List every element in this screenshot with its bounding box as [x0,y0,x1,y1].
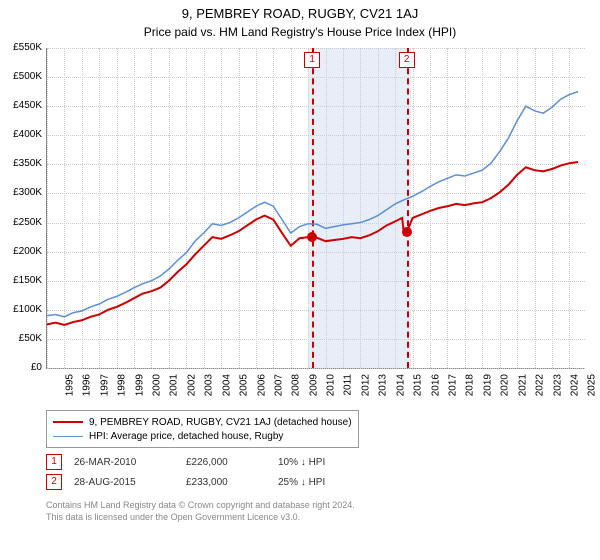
sales-row-date: 26-MAR-2010 [74,457,174,468]
series-svg [47,48,585,368]
legend-box: 9, PEMBREY ROAD, RUGBY, CV21 1AJ (detach… [46,410,359,448]
x-tick-label: 2009 [308,374,319,396]
x-tick-label: 2021 [517,374,528,396]
x-tick-label: 2015 [412,374,423,396]
x-tick-label: 2013 [378,374,389,396]
legend-swatch [53,421,83,423]
x-tick-label: 2018 [465,374,476,396]
x-tick-label: 2005 [238,374,249,396]
y-tick-label: £400K [4,129,42,140]
y-tick-label: £500K [4,71,42,82]
sales-row: 1 26-MAR-2010 £226,000 10% ↓ HPI [46,452,325,472]
sales-row-marker: 2 [46,474,62,490]
x-tick-label: 2016 [430,374,441,396]
chart-title: 9, PEMBREY ROAD, RUGBY, CV21 1AJ [0,0,600,21]
x-tick-label: 2001 [169,374,180,396]
sales-row-marker: 1 [46,454,62,470]
footer-text: Contains HM Land Registry data © Crown c… [46,500,355,523]
x-tick-label: 2006 [256,374,267,396]
y-tick-label: £200K [4,246,42,257]
x-tick-label: 2007 [273,374,284,396]
x-tick-label: 1997 [99,374,110,396]
sale-point [402,227,412,237]
footer-line-1: Contains HM Land Registry data © Crown c… [46,500,355,512]
x-tick-label: 1996 [82,374,93,396]
sales-row-diff: 25% ↓ HPI [278,477,325,488]
legend-label: HPI: Average price, detached house, Rugb… [89,431,283,442]
footer-line-2: This data is licensed under the Open Gov… [46,512,355,524]
y-tick-label: £100K [4,304,42,315]
x-tick-label: 2008 [291,374,302,396]
x-tick-label: 1998 [116,374,127,396]
y-tick-label: £250K [4,217,42,228]
y-tick-label: £50K [4,333,42,344]
x-tick-label: 2002 [186,374,197,396]
chart-container: 9, PEMBREY ROAD, RUGBY, CV21 1AJ Price p… [0,0,600,560]
x-tick-label: 2024 [569,374,580,396]
x-tick-label: 2012 [360,374,371,396]
x-tick-label: 2025 [587,374,598,396]
sales-row-diff: 10% ↓ HPI [278,457,325,468]
sales-table: 1 26-MAR-2010 £226,000 10% ↓ HPI 2 28-AUG-201… [46,452,325,492]
legend-label: 9, PEMBREY ROAD, RUGBY, CV21 1AJ (detach… [89,417,352,428]
x-tick-label: 2017 [447,374,458,396]
x-tick-label: 2000 [151,374,162,396]
x-tick-label: 1995 [64,374,75,396]
sale-point [307,232,317,242]
x-tick-label: 2011 [342,374,353,396]
legend-swatch [53,436,83,437]
x-tick-label: 2022 [534,374,545,396]
y-tick-label: £0 [4,362,42,373]
plot-area: 12 [46,48,585,369]
y-tick-label: £350K [4,158,42,169]
legend-row: 9, PEMBREY ROAD, RUGBY, CV21 1AJ (detach… [53,415,352,429]
x-tick-label: 2019 [482,374,493,396]
y-tick-label: £300K [4,187,42,198]
x-tick-label: 2003 [204,374,215,396]
x-tick-label: 2004 [221,374,232,396]
x-tick-label: 2010 [325,374,336,396]
y-tick-label: £450K [4,100,42,111]
legend-row: HPI: Average price, detached house, Rugb… [53,429,352,443]
sales-row-price: £233,000 [186,477,266,488]
y-tick-label: £550K [4,42,42,53]
gridline-h [47,368,585,369]
x-tick-label: 2020 [500,374,511,396]
series-property [47,162,578,325]
x-tick-label: 1999 [134,374,145,396]
sales-row-date: 28-AUG-2015 [74,477,174,488]
y-tick-label: £150K [4,275,42,286]
x-tick-label: 2014 [395,374,406,396]
chart-subtitle: Price paid vs. HM Land Registry's House … [0,21,600,43]
x-tick-label: 2023 [552,374,563,396]
sales-row: 2 28-AUG-2015 £233,000 25% ↓ HPI [46,472,325,492]
series-hpi [47,92,578,317]
sales-row-price: £226,000 [186,457,266,468]
